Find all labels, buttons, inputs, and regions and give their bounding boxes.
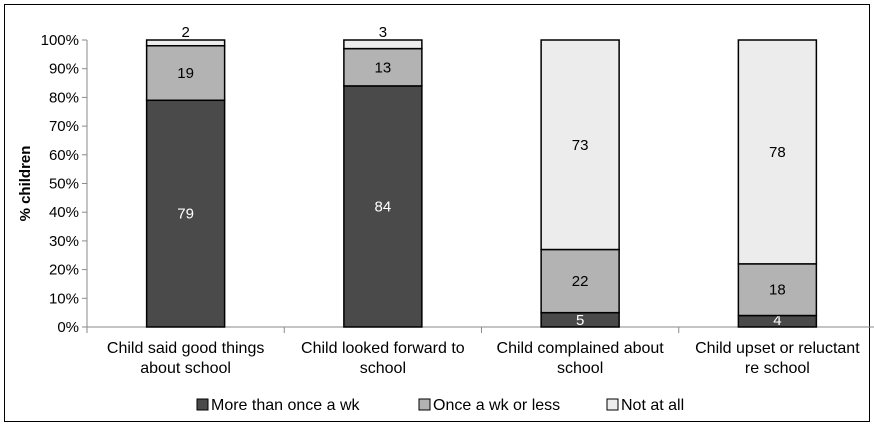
bar-segment bbox=[540, 39, 620, 251]
data-label: 78 bbox=[769, 144, 786, 161]
bar-segment bbox=[737, 263, 818, 317]
y-tick-label: 60% bbox=[49, 147, 79, 164]
x-category-label: Child said good things bbox=[107, 340, 264, 357]
bar-segment bbox=[343, 47, 423, 87]
data-label: 79 bbox=[177, 206, 194, 223]
bar-segment bbox=[145, 44, 226, 102]
x-category-label: re school bbox=[745, 360, 810, 377]
y-tick-label: 20% bbox=[49, 262, 79, 279]
data-label: 2 bbox=[181, 24, 189, 41]
data-label: 19 bbox=[177, 65, 194, 82]
bar-segment bbox=[145, 39, 226, 47]
y-tick-label: 80% bbox=[49, 89, 79, 106]
y-tick-label: 40% bbox=[49, 204, 79, 221]
data-label: 5 bbox=[576, 312, 584, 329]
legend-label: Once a wk or less bbox=[433, 397, 560, 414]
data-label: 22 bbox=[572, 273, 589, 290]
bar-segment bbox=[343, 85, 423, 328]
legend-swatch bbox=[606, 398, 619, 411]
x-category-label: Child looked forward to bbox=[301, 340, 465, 357]
legend-swatch bbox=[418, 398, 431, 411]
x-category-label: about school bbox=[140, 360, 231, 377]
y-tick-label: 30% bbox=[49, 233, 79, 250]
y-tick-label: 70% bbox=[49, 118, 79, 135]
bar-segment bbox=[540, 248, 620, 314]
legend-label: More than once a wk bbox=[211, 397, 361, 414]
data-label: 13 bbox=[375, 59, 392, 76]
data-label: 84 bbox=[375, 198, 392, 215]
x-category-label: Child upset or reluctant bbox=[695, 340, 860, 357]
x-category-label: school bbox=[557, 360, 603, 377]
legend-label: Not at all bbox=[621, 397, 684, 414]
data-label: 4 bbox=[773, 312, 781, 329]
x-category-label: Child complained about bbox=[497, 340, 665, 357]
y-tick-label: 10% bbox=[49, 290, 79, 307]
bar-segment bbox=[737, 39, 818, 265]
y-tick-label: 100% bbox=[41, 32, 79, 49]
x-category-label: school bbox=[360, 360, 406, 377]
data-label: 3 bbox=[379, 24, 387, 41]
data-label: 73 bbox=[572, 137, 589, 154]
bar-segment bbox=[343, 39, 423, 50]
y-axis-title: % children bbox=[17, 146, 34, 222]
y-tick-label: 0% bbox=[57, 319, 79, 336]
y-tick-label: 50% bbox=[49, 176, 79, 193]
bar-segment bbox=[145, 99, 226, 328]
legend-swatch bbox=[196, 398, 209, 411]
data-label: 18 bbox=[769, 282, 786, 299]
y-tick-label: 90% bbox=[49, 61, 79, 78]
